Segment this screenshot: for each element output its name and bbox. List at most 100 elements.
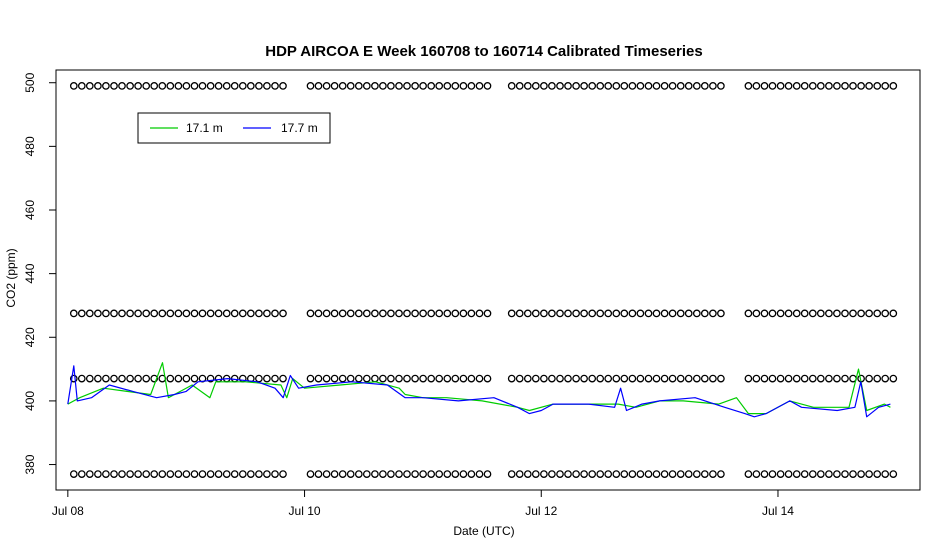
calibration-marker xyxy=(889,82,898,90)
calibration-marker xyxy=(387,309,395,318)
calibration-marker xyxy=(556,82,564,90)
y-tick-label: 420 xyxy=(23,327,37,347)
calibration-marker xyxy=(800,374,809,383)
calibration-marker xyxy=(206,82,215,90)
calibration-marker xyxy=(620,309,629,318)
calibration-marker xyxy=(263,470,271,478)
calibration-marker xyxy=(580,309,588,318)
calibration-marker xyxy=(255,374,263,383)
calibration-marker xyxy=(166,82,175,90)
calibration-marker xyxy=(865,309,873,318)
calibration-marker xyxy=(881,374,890,383)
calibration-marker xyxy=(69,309,78,318)
calibration-marker xyxy=(523,374,532,383)
calibration-marker xyxy=(580,374,588,383)
calibration-marker xyxy=(322,82,331,90)
calibration-marker xyxy=(246,309,255,318)
calibration-marker xyxy=(483,82,492,90)
calibration-marker xyxy=(118,470,126,478)
calibration-marker xyxy=(419,82,427,90)
calibration-marker xyxy=(684,470,693,478)
calibration-marker xyxy=(362,470,371,478)
calibration-marker xyxy=(808,374,817,383)
calibration-marker xyxy=(717,309,725,318)
calibration-marker xyxy=(515,309,524,318)
calibration-marker xyxy=(354,470,363,478)
calibration-marker xyxy=(346,309,355,318)
calibration-marker xyxy=(644,82,653,90)
calibration-marker xyxy=(214,470,223,478)
calibration-marker xyxy=(717,82,725,90)
calibration-marker xyxy=(77,470,86,478)
calibration-marker xyxy=(362,82,371,90)
calibration-marker xyxy=(760,374,769,383)
calibration-marker xyxy=(206,470,215,478)
calibration-marker xyxy=(118,82,126,90)
calibration-marker xyxy=(346,82,355,90)
calibration-marker xyxy=(94,309,102,318)
calibration-marker xyxy=(668,82,677,90)
calibration-marker xyxy=(451,470,460,478)
calibration-marker xyxy=(69,82,78,90)
calibration-marker xyxy=(346,470,355,478)
calibration-marker xyxy=(379,470,387,478)
calibration-marker xyxy=(271,470,279,478)
calibration-marker xyxy=(69,470,78,478)
calibration-marker xyxy=(881,309,890,318)
calibration-marker xyxy=(628,309,637,318)
calibration-marker xyxy=(314,309,323,318)
calibration-marker xyxy=(572,309,580,318)
calibration-marker xyxy=(330,309,339,318)
calibration-marker xyxy=(222,309,231,318)
calibration-marker xyxy=(174,470,183,478)
calibration-marker xyxy=(338,309,347,318)
calibration-marker xyxy=(660,82,669,90)
calibration-marker xyxy=(849,82,857,90)
calibration-marker xyxy=(515,470,524,478)
calibration-marker xyxy=(676,82,685,90)
calibration-marker xyxy=(475,374,484,383)
calibration-marker xyxy=(190,470,199,478)
calibration-marker xyxy=(403,309,411,318)
calibration-marker xyxy=(531,309,540,318)
calibration-marker xyxy=(134,470,142,478)
x-tick-label: Jul 08 xyxy=(52,504,84,518)
calibration-marker xyxy=(387,82,395,90)
calibration-marker xyxy=(612,309,621,318)
calibration-marker xyxy=(744,82,753,90)
calibration-marker xyxy=(94,82,102,90)
calibration-marker xyxy=(540,374,548,383)
calibration-marker xyxy=(182,309,191,318)
calibration-marker xyxy=(768,470,777,478)
calibration-marker xyxy=(800,470,809,478)
calibration-marker xyxy=(873,470,882,478)
calibration-marker xyxy=(717,374,725,383)
calibration-marker xyxy=(435,470,444,478)
calibration-marker xyxy=(684,374,693,383)
calibration-marker xyxy=(77,374,86,383)
calibration-marker xyxy=(271,374,279,383)
calibration-marker xyxy=(190,374,199,383)
calibration-marker xyxy=(752,309,761,318)
calibration-marker xyxy=(515,82,524,90)
calibration-marker xyxy=(222,82,231,90)
calibration-marker xyxy=(768,374,777,383)
calibration-marker xyxy=(857,470,865,478)
calibration-marker xyxy=(354,374,363,383)
calibration-marker xyxy=(816,374,825,383)
calibration-marker xyxy=(483,374,492,383)
calibration-marker xyxy=(556,374,564,383)
calibration-marker xyxy=(841,309,849,318)
calibration-marker xyxy=(660,309,669,318)
calibration-marker xyxy=(808,470,817,478)
series-line-17-1m xyxy=(67,362,891,415)
calibration-marker xyxy=(700,470,709,478)
calibration-marker xyxy=(362,309,371,318)
calibration-marker xyxy=(596,470,605,478)
x-axis-label: Date (UTC) xyxy=(453,524,514,538)
calibration-marker xyxy=(150,470,159,478)
calibration-marker xyxy=(142,309,151,318)
calibration-marker xyxy=(387,374,395,383)
calibration-marker xyxy=(475,309,484,318)
